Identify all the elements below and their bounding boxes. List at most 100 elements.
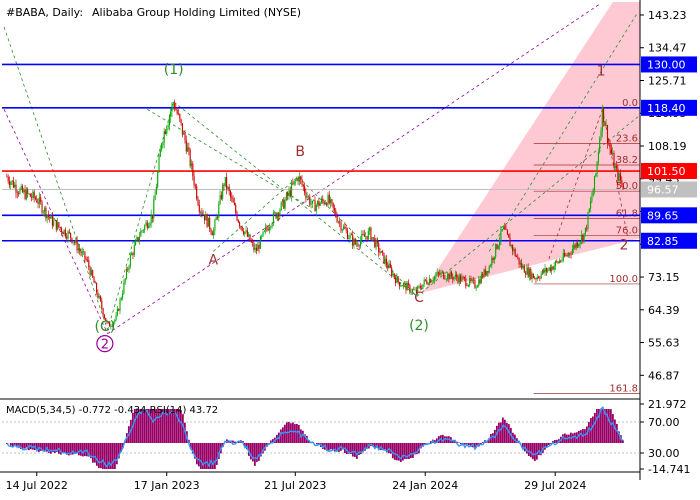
candle-body	[37, 202, 39, 204]
candle-body	[410, 292, 412, 293]
macd-bar	[307, 440, 310, 443]
macd-bar	[181, 414, 184, 443]
candle-body	[45, 207, 47, 219]
candle-body	[322, 198, 324, 201]
macd-bar	[567, 434, 570, 443]
macd-bar	[213, 443, 216, 469]
macd-bar	[255, 443, 258, 462]
macd-bar	[231, 440, 234, 443]
candle-body	[538, 276, 540, 278]
macd-bar	[83, 443, 86, 457]
candle-body	[271, 223, 273, 227]
macd-bar	[327, 443, 330, 452]
candle-body	[384, 258, 386, 264]
macd-bar	[455, 441, 458, 443]
macd-bar	[215, 443, 218, 465]
candle-body	[482, 274, 484, 278]
macd-bar	[481, 442, 484, 443]
candle-body	[492, 258, 494, 260]
candle-body	[99, 295, 102, 301]
macd-bar	[593, 412, 596, 443]
macd-bar	[533, 443, 536, 461]
candle-body	[18, 193, 20, 194]
macd-bar	[433, 440, 436, 443]
candle-body	[618, 173, 620, 181]
candle-body	[509, 237, 511, 247]
candle-body	[8, 181, 11, 186]
macd-bar	[577, 430, 580, 443]
candle-body	[266, 227, 268, 229]
candle-body	[237, 219, 239, 223]
candle-body	[151, 214, 154, 219]
macd-bar	[81, 443, 84, 457]
macd-bar	[21, 443, 24, 449]
macd-bar	[87, 443, 90, 457]
candle-body	[310, 203, 312, 205]
candle-body	[119, 299, 121, 311]
wave-label-2: (C)	[95, 319, 116, 335]
candle-body	[263, 230, 265, 232]
macd-bar	[201, 443, 204, 469]
macd-bar	[615, 423, 618, 443]
candle-body	[356, 243, 358, 245]
candle-body	[457, 277, 459, 283]
candle-body	[499, 240, 501, 246]
candle-body	[7, 176, 9, 182]
candle-body	[486, 270, 488, 276]
macd-bar	[361, 443, 364, 453]
candle-body	[89, 267, 91, 276]
candle-body	[586, 227, 588, 229]
candle-body	[73, 242, 76, 243]
indicator-title: MACD(5,34,5) -0.772 -0.434 RSI(14) 43.72	[6, 405, 218, 416]
candle-body	[379, 252, 381, 253]
candle-body	[202, 214, 204, 215]
candle-body	[172, 103, 174, 105]
candle-body	[409, 284, 411, 293]
candle-body	[359, 240, 362, 247]
level-tag-label-2: 101.50	[647, 165, 686, 178]
candle-body	[421, 288, 423, 289]
candle-body	[115, 315, 117, 320]
candle-body	[483, 269, 485, 278]
candle-body	[57, 222, 59, 230]
candle-body	[201, 211, 203, 215]
candle-body	[332, 202, 334, 209]
indicator-tick-3: -14.741	[648, 463, 690, 476]
candle-body	[129, 255, 131, 267]
price-tick-label-10: 55.63	[648, 337, 680, 350]
candle-body	[519, 262, 521, 265]
candle-body	[168, 116, 170, 126]
macd-bar	[415, 443, 418, 455]
candle-body	[350, 234, 352, 236]
macd-bar	[99, 443, 102, 469]
candle-body	[315, 205, 317, 212]
candle-body	[341, 229, 343, 231]
candle-body	[114, 319, 116, 323]
macd-bar	[365, 443, 368, 450]
candle-body	[385, 258, 388, 266]
macd-bar	[345, 443, 348, 455]
candle-body	[517, 256, 519, 258]
candle-body	[215, 217, 217, 221]
macd-bar	[269, 440, 272, 443]
macd-bar	[621, 440, 624, 443]
macd-bar	[189, 443, 192, 450]
macd-bar	[487, 439, 490, 443]
candle-body	[29, 193, 31, 197]
candle-body	[67, 231, 69, 239]
candle-body	[15, 184, 17, 193]
candle-body	[149, 223, 151, 227]
candle-body	[46, 215, 48, 219]
macd-bar	[105, 443, 108, 469]
candle-body	[609, 143, 611, 150]
candle-body	[344, 226, 346, 229]
candle-body	[313, 200, 315, 201]
macd-bar	[349, 443, 352, 455]
price-axis-bg	[640, 0, 700, 500]
candle-body	[241, 226, 243, 231]
macd-bar	[113, 443, 116, 469]
candle-body	[578, 244, 580, 247]
macd-bar	[613, 419, 616, 443]
candle-body	[616, 166, 618, 169]
